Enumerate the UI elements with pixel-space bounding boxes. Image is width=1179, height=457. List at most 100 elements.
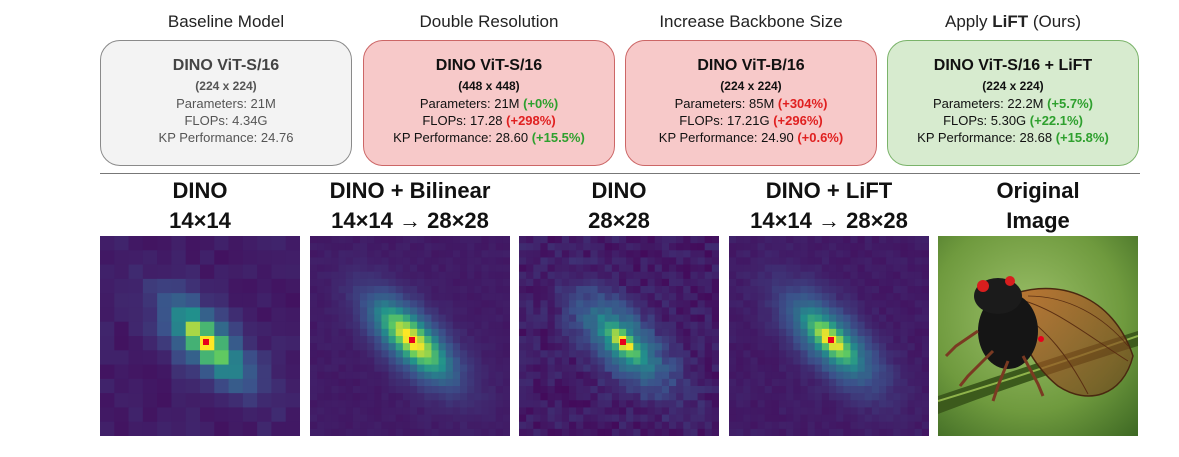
heatmap-cell [771,328,780,337]
heatmap-cell [360,307,368,316]
heatmap-cell [410,393,418,401]
heatmap-cell [554,300,563,308]
heatmap-cell [886,264,894,273]
heatmap-cell [576,357,584,366]
heatmap-cell [271,236,287,251]
heatmap-cell [611,357,620,366]
heatmap-cell [907,286,916,294]
heatmap-cell [554,421,563,430]
heatmap-cell [843,378,851,387]
heatmap-cell [533,343,541,351]
heatmap-cell [438,264,447,273]
heatmap-cell [807,250,816,258]
heatmap-cell [690,236,699,244]
heatmap-cell [900,378,909,387]
heatmap-cell [317,236,325,244]
column-title-dino-14: DINO 14×14 [169,178,231,233]
heatmap-cell [410,257,418,266]
model-name: DINO ViT-S/16 + LiFT [933,57,1093,74]
heatmap-cell [417,314,425,323]
heatmap-cell [338,393,347,401]
heatmap-cell [114,278,130,294]
heatmap-cell [857,378,866,387]
heatmap-cell [395,414,404,423]
heatmap-cell [502,293,510,301]
heatmap-cell [438,400,447,408]
heatmap-cell [829,371,837,380]
heatmap-cell [786,307,794,316]
heatmap-cell [410,278,418,287]
heatmap-cell [540,307,549,316]
heatmap-cell [554,271,563,280]
heatmap-cell [893,264,901,273]
heatmap-cell [402,393,411,401]
heatmap-cell [907,364,916,373]
heatmap-cell [438,371,447,380]
heatmap-cell [857,264,866,273]
heatmap-cell [352,421,361,430]
heatmap-cell [729,407,737,416]
flops-delta: (+22.1%) [1029,113,1083,128]
heatmap-cell [445,350,454,358]
heatmap-cell [438,364,447,373]
heatmap-cell [367,300,375,308]
heatmap-cell [779,357,787,366]
heatmap-cell [821,400,830,408]
heatmap-cell [142,378,158,394]
heatmap-cell [597,321,606,330]
heatmap-cell [871,257,880,266]
heatmap-cell [561,343,570,351]
heatmap-cell [807,293,816,301]
heatmap-dino-bilinear [310,236,510,436]
heatmap-cell [310,350,318,358]
heatmap-cell [402,271,411,280]
heatmap-cell [533,250,541,258]
heatmap-cell [814,307,823,316]
heatmap-cell [438,307,447,316]
heatmap-cell [871,393,880,401]
heatmap-cell [786,428,794,436]
heatmap-cell [547,421,556,430]
heatmap-cell [445,314,454,323]
heatmap-cell [683,414,691,423]
heatmap-cell [879,300,887,308]
heatmap-cell [424,236,432,244]
heatmap-cell [214,278,230,294]
caption-apply-suffix: (Ours) [1028,12,1082,31]
heatmap-cell [495,243,504,251]
heatmap-cell [474,286,482,294]
heatmap-cell [200,278,215,294]
heatmap-cell [807,386,816,394]
heatmap-cell [526,293,534,301]
heatmap-cell [711,278,719,287]
heatmap-cell [569,393,577,401]
heatmap-cell [576,386,584,394]
heatmap-cell [669,364,677,373]
heatmap-cell [619,250,627,258]
heatmap-cell [338,286,347,294]
heatmap-cell [561,357,570,366]
heatmap-cell [488,300,497,308]
heatmap-cell [324,257,332,266]
heatmap-cell [864,371,873,380]
heatmap-cell [488,364,497,373]
heatmap-cell [583,407,591,416]
heatmap-cell [381,300,390,308]
heatmap-cell [764,393,773,401]
heatmap-cell [864,414,873,423]
heatmap-cell [821,321,830,330]
heatmap-cell [886,321,894,330]
heatmap-cell [519,414,527,423]
heatmap-cell [633,278,641,287]
heatmap-cell [540,236,549,244]
heatmap-cell [495,271,504,280]
heatmap-cell [676,336,684,344]
heatmap-cell [324,243,332,251]
heatmap-cell [445,378,454,387]
heatmap-cell [921,271,929,280]
heatmap-cell [257,250,272,266]
heatmap-cell [481,236,490,244]
heatmap-cell [871,293,880,301]
heatmap-cell [683,307,691,316]
heatmap-cell [445,307,454,316]
